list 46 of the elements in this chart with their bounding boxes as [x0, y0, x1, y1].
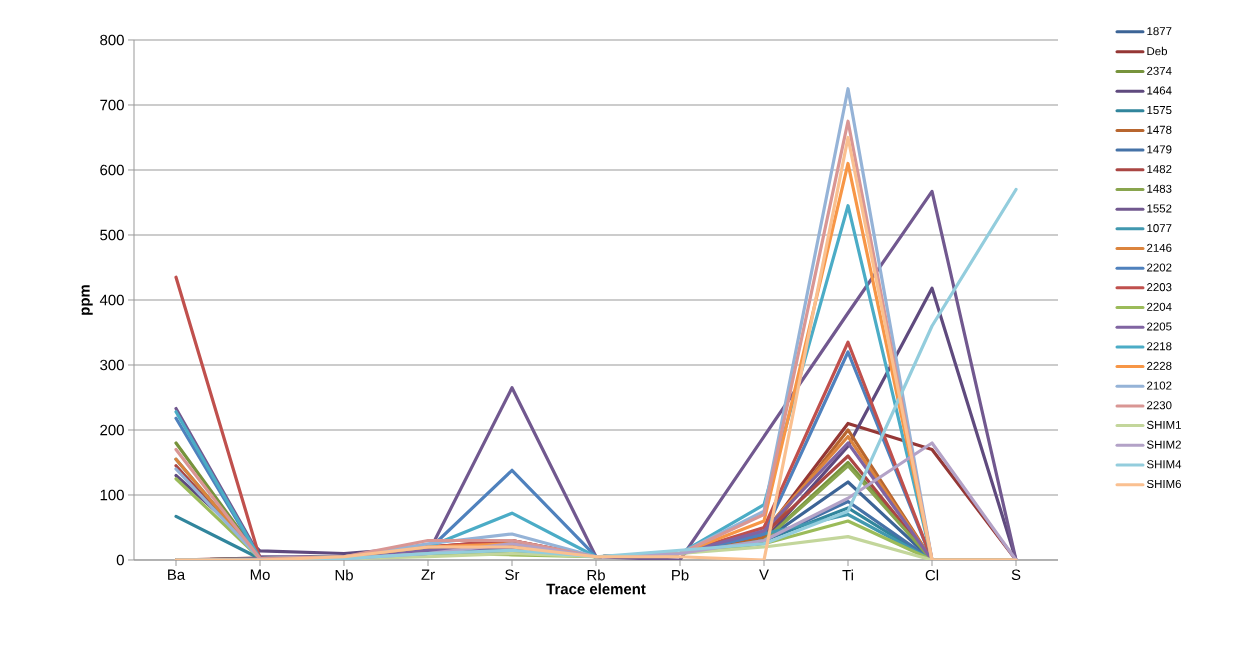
- x-tick-label: Nb: [335, 569, 353, 581]
- legend-label: 1552: [1147, 204, 1172, 213]
- legend-label: 1077: [1147, 224, 1172, 233]
- legend-label: 2218: [1147, 342, 1172, 351]
- legend-label: SHIM6: [1147, 479, 1181, 489]
- legend-label: 2202: [1147, 263, 1172, 272]
- legend-label: 1479: [1147, 145, 1172, 154]
- x-tick-label: Zr: [421, 569, 435, 580]
- legend-label: SHIM1: [1147, 420, 1181, 429]
- x-tick-label: Cl: [925, 569, 939, 581]
- y-tick-label: 200: [100, 424, 124, 436]
- x-tick-label: Mo: [250, 569, 270, 580]
- x-tick-label: Ti: [842, 569, 853, 581]
- legend-label: 2204: [1147, 302, 1172, 311]
- y-tick-label: 500: [100, 229, 124, 241]
- legend-label: SHIM4: [1147, 460, 1182, 469]
- y-axis-title: ppm: [81, 285, 93, 315]
- legend-label: 2230: [1147, 401, 1172, 410]
- legend-label: 1575: [1147, 106, 1172, 115]
- legend-label: 1482: [1147, 165, 1172, 174]
- legend-label: 2228: [1147, 361, 1172, 370]
- legend-label: SHIM2: [1147, 440, 1181, 449]
- legend-label: 1483: [1147, 184, 1172, 193]
- y-tick-label: 600: [100, 164, 124, 176]
- legend-label: 2374: [1147, 66, 1172, 75]
- legend-label: 1464: [1147, 86, 1172, 95]
- x-tick-label: Sr: [505, 569, 520, 581]
- legend-label: 1478: [1147, 125, 1172, 134]
- y-tick-label: 400: [99, 294, 124, 306]
- x-tick-label: Rb: [587, 569, 605, 581]
- x-tick-label: S: [1011, 569, 1021, 581]
- legend-label: 2203: [1147, 283, 1172, 292]
- x-tick-label: Pb: [672, 569, 689, 581]
- y-tick-label: 300: [100, 359, 124, 371]
- y-tick-label: 800: [100, 34, 124, 46]
- legend-label: Deb: [1147, 46, 1168, 56]
- y-tick-label: 100: [100, 489, 124, 501]
- legend-label: 2102: [1147, 381, 1172, 390]
- x-axis-title: Trace element: [546, 583, 646, 595]
- legend-label: 1877: [1147, 27, 1172, 36]
- legend-label: 2146: [1147, 243, 1172, 252]
- x-tick-label: Ba: [168, 569, 186, 580]
- y-tick-label: 0: [116, 554, 124, 566]
- y-tick-label: 700: [100, 99, 124, 111]
- x-tick-label: V: [759, 569, 769, 580]
- legend-label: 2205: [1147, 322, 1172, 331]
